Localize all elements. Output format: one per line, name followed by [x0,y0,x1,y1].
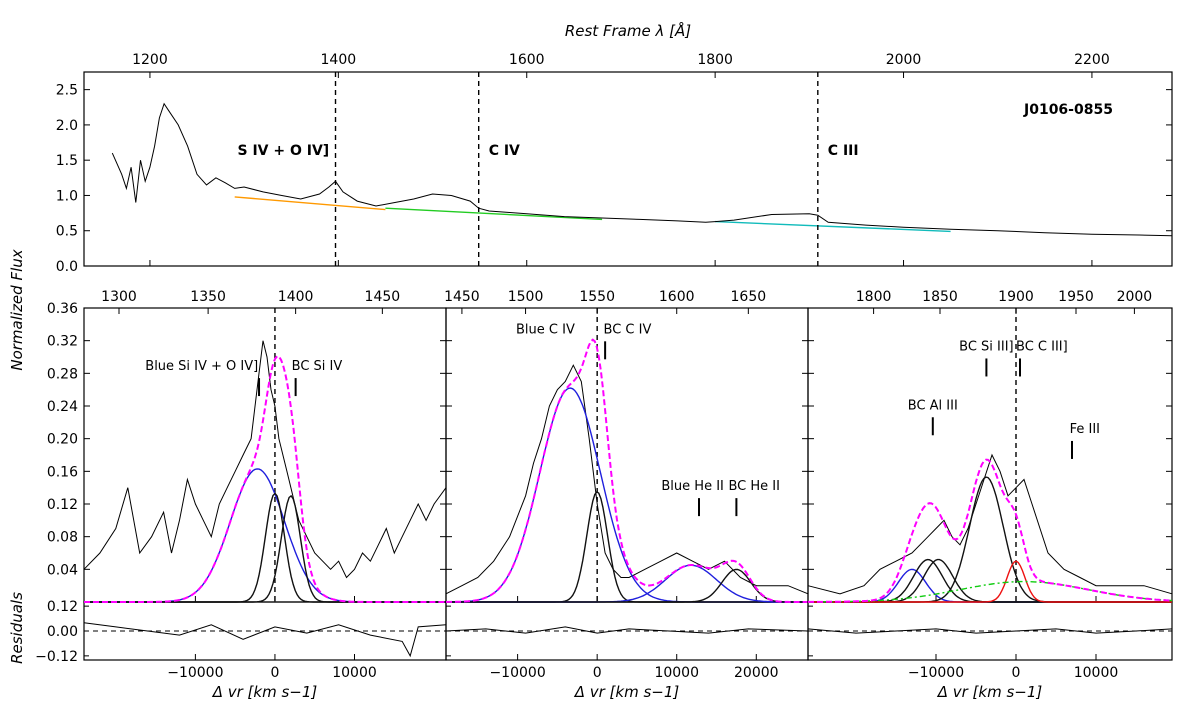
line-annotation: Blue C IV [516,322,575,337]
panel-top-tick-label: 1450 [444,289,480,305]
panel-x-tick-label: −10000 [167,665,223,681]
panel-y-tick-label: 0.12 [47,497,78,513]
component-fit [445,387,808,603]
residual-y-tick-label: 0.00 [47,624,78,640]
continuum-fit-orange [234,196,386,211]
top-x-tick-label: 1600 [509,52,545,68]
total-fit [445,338,808,603]
panel-y-tick-label: 0.32 [47,334,78,350]
panel-frame [445,307,809,603]
line-annotation: BC Al III [908,398,958,413]
panel-x-tick-label: 0 [270,665,279,681]
line-annotation: BC He II [728,479,779,494]
component-fit [446,564,808,603]
panel-x-tick-label: 10000 [1074,665,1119,681]
panel-y-tick-label: 0.24 [47,399,78,415]
panel-top-tick-label: 1600 [659,289,695,305]
panel-y-tick-label: 0.16 [47,464,78,480]
panel-y-tick-label: 0.08 [47,530,78,546]
residual-y-tick-label: 0.12 [47,599,78,615]
top-y-tick-label: 0.0 [56,259,78,275]
top-y-tick-label: 0.5 [56,224,78,240]
top-x-tick-label: 1400 [321,52,357,68]
panel-y-tick-label: 0.20 [47,432,78,448]
observed-spectrum [807,453,1173,595]
component-fit [808,560,1172,603]
component-fit [808,580,1173,603]
panel-x-tick-label: −10000 [908,665,964,681]
top-y-tick-label: 1.5 [56,153,78,169]
top-panel-frame [83,71,1173,267]
top-x-tick-label: 2000 [886,52,922,68]
residual-curve [445,626,809,634]
panel-top-tick-label: 1450 [365,289,401,305]
panel-x-tick-label: 20000 [734,665,779,681]
panel-y-tick-label: 0.28 [47,366,78,382]
line-annotation: BC C III] [1016,339,1068,354]
total-fit [84,355,446,603]
residuals-label: Residuals [8,592,26,664]
component-fit [808,476,1172,603]
dv-axis-label-1: Δ vr [km s−1] [212,683,318,701]
residual-y-tick-label: −0.12 [35,649,78,665]
panel-top-tick-label: 1800 [856,289,892,305]
c-iv-panel: 1450 1500 1550 1600 1650 −10000 0 10000 20000 Blu… [444,289,809,681]
panel-x-tick-label: 0 [593,665,602,681]
line-annotation: BC Si III] [959,339,1013,354]
panel-top-tick-label: 1400 [278,289,314,305]
dv-axis-label-3: Δ vr [km s−1] [937,683,1043,701]
panel-top-tick-label: 2000 [1117,289,1153,305]
panel-x-tick-label: 10000 [332,665,377,681]
line-annotation: Fe III [1070,422,1100,437]
si-iv-panel: 1300 1350 1400 1450 −10000 0 10000 0.04 0.08 0.12… [35,289,447,681]
line-marker-label: C III [828,143,859,159]
line-annotation: BC C IV [604,322,652,337]
observed-spectrum [445,364,809,595]
top-x-tick-label: 1800 [697,52,733,68]
line-annotation: Blue Si IV + O IV] [145,359,258,374]
top-x-tick-label: 1200 [132,52,168,68]
total-fit [808,458,1173,603]
top-panel: 1200 1400 1600 1800 2000 2200 0.0 0.5 1.0 1.5 2.0 2… [56,52,1173,275]
line-marker-label: S IV + O IV] [238,143,330,159]
line-annotation: Blue He II [661,479,723,494]
panel-top-tick-label: 1350 [190,289,226,305]
panel-top-tick-label: 1300 [101,289,137,305]
panel-top-tick-label: 1550 [579,289,615,305]
residual-curve [807,628,1173,634]
continuum-fit-cyan [715,220,951,233]
dv-axis-label-2: Δ vr [km s−1] [574,683,680,701]
c-iii-panel: 1800 1850 1900 1950 2000 −10000 0 10000 BC Si II… [807,289,1173,681]
top-y-tick-label: 2.0 [56,118,78,134]
observed-spectrum [111,102,1173,237]
panel-top-tick-label: 1950 [1058,289,1094,305]
line-annotation: BC Si IV [292,359,343,374]
top-y-tick-label: 1.0 [56,188,78,204]
y-axis-label: Normalized Flux [8,249,26,370]
observed-spectrum [83,340,447,579]
panel-top-tick-label: 1650 [731,289,767,305]
panel-x-tick-label: 10000 [654,665,699,681]
top-axis-label: Rest Frame λ [Å] [565,21,691,40]
continuum-fit-green [385,207,603,221]
component-fit [84,494,446,603]
panel-top-tick-label: 1850 [922,289,958,305]
panel-x-tick-label: 0 [1012,665,1021,681]
panel-y-tick-label: 0.36 [47,301,78,317]
component-fit [446,568,808,603]
panel-top-tick-label: 1500 [508,289,544,305]
line-marker-label: C IV [489,143,520,159]
panel-x-tick-label: −10000 [489,665,545,681]
residual-curve [83,622,447,658]
top-x-tick-label: 2200 [1074,52,1110,68]
object-name: J0106-0855 [1023,102,1113,118]
top-y-tick-label: 2.5 [56,83,78,99]
panel-y-tick-label: 0.04 [47,562,78,578]
panel-frame [83,307,447,603]
panel-top-tick-label: 1900 [998,289,1034,305]
